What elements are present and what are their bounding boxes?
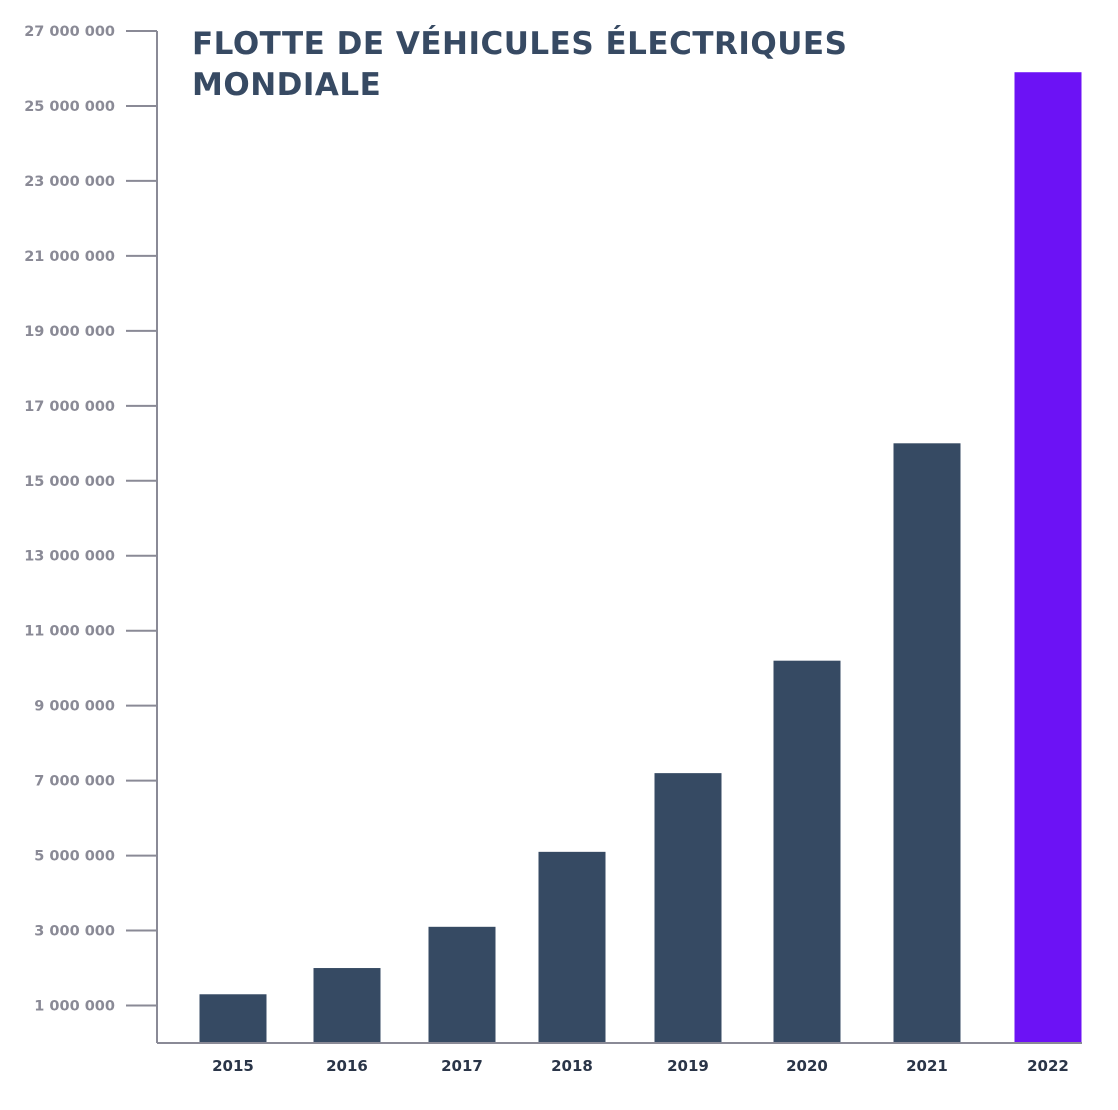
x-tick-label-2022: 2022 bbox=[1027, 1057, 1069, 1075]
x-tick-label-2016: 2016 bbox=[326, 1057, 368, 1075]
y-tick-label: 5 000 000 bbox=[34, 849, 115, 865]
y-tick-label: 11 000 000 bbox=[24, 624, 115, 640]
x-tick-label-2020: 2020 bbox=[786, 1057, 828, 1075]
y-tick-label: 23 000 000 bbox=[24, 174, 115, 190]
x-tick-label-2017: 2017 bbox=[441, 1057, 483, 1075]
y-tick-label: 19 000 000 bbox=[24, 324, 115, 340]
y-tick-label: 7 000 000 bbox=[34, 774, 115, 790]
bar-2019 bbox=[654, 773, 722, 1043]
y-tick-label: 17 000 000 bbox=[24, 399, 115, 415]
bar-2018 bbox=[538, 851, 606, 1043]
x-tick-label-2019: 2019 bbox=[667, 1057, 709, 1075]
y-tick-label: 3 000 000 bbox=[34, 924, 115, 940]
chart-title: FLOTTE DE VÉHICULES ÉLECTRIQUES MONDIALE bbox=[192, 26, 848, 103]
bar-2020 bbox=[773, 660, 841, 1043]
bar-2022 bbox=[1014, 72, 1082, 1044]
bar-2015 bbox=[199, 994, 267, 1043]
bar-2017 bbox=[428, 926, 496, 1043]
y-tick-label: 27 000 000 bbox=[24, 24, 115, 40]
x-tick-label-2018: 2018 bbox=[551, 1057, 593, 1075]
y-tick-label: 1 000 000 bbox=[34, 999, 115, 1015]
y-tick-label: 15 000 000 bbox=[24, 474, 115, 490]
x-tick-label-2015: 2015 bbox=[212, 1057, 254, 1075]
y-tick-label: 9 000 000 bbox=[34, 699, 115, 715]
bar-2016 bbox=[313, 968, 381, 1043]
x-tick-label-2021: 2021 bbox=[906, 1057, 948, 1075]
y-tick-label: 25 000 000 bbox=[24, 99, 115, 115]
bar-2021 bbox=[893, 443, 961, 1044]
y-tick-label: 21 000 000 bbox=[24, 249, 115, 265]
y-tick-label: 13 000 000 bbox=[24, 549, 115, 565]
